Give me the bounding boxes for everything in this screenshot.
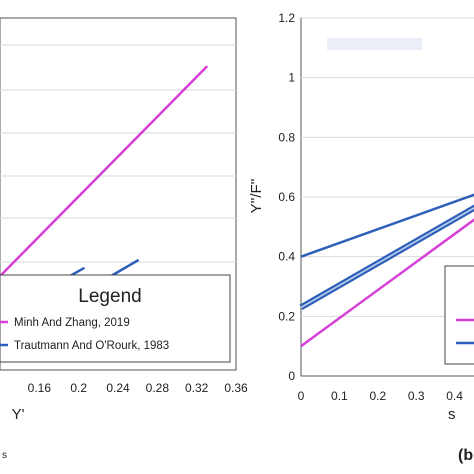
left-x-tick-label: 0.32 [185,381,209,395]
left-x-tick-label: 0.16 [28,381,52,395]
panel-label: (b [458,447,473,464]
right-y-tick-label: 0.4 [278,250,295,264]
left-x-tick-label: 0.28 [146,381,170,395]
left-x-tick-label: 0.36 [224,381,248,395]
right-y-tick-label: 0.8 [278,130,295,144]
right-series-lines [299,193,474,348]
left-panel-edge-mark: s [2,450,7,461]
left-chart-panel: 0.16 0.2 0.24 0.28 0.32 0.36 Y' Legend Minh A… [0,17,248,423]
right-y-tick-label: 1 [288,71,295,85]
right-x-tick-labels: 0 0.1 0.2 0.3 0.4 [298,389,464,403]
right-y-tick-label: 0 [288,369,295,383]
legend-title: Legend [78,286,141,307]
left-x-tick-labels: 0.16 0.2 0.24 0.28 0.32 0.36 [28,381,248,395]
right-series-band-core-1 [300,207,474,309]
left-x-tick-label: 0.2 [70,381,87,395]
right-x-axis-title-fragment: s [448,406,456,423]
right-x-tick-label: 0.1 [331,389,348,403]
right-chart-panel: 0 0.1 0.2 0.3 0.4 00.20.40.60.811.2 Y''/F'' … [248,11,474,423]
right-x-tick-label: 0.2 [369,389,386,403]
right-y-tick-labels: 0 0.2 0.4 0.6 0.8 1 1.2 [278,11,295,383]
left-x-axis-title: Y' [12,406,25,423]
legend-box [0,274,231,363]
right-y-tick-label: 1.2 [278,11,295,25]
legend: Legend Minh And Zhang, 2019 Trautmann An… [0,274,231,363]
right-x-tick-label: 0 [298,389,305,403]
left-series-line-0 [0,65,208,278]
right-legend-box [444,265,474,365]
legend-label-trautmann: Trautmann And O'Rourk, 1983 [14,340,169,352]
right-series-line-0 [300,193,474,258]
right-y-tick-label: 0.2 [278,309,295,323]
right-watermark-patch [327,38,422,50]
right-series-line-2 [300,218,474,348]
right-y-tick-label: 0.6 [278,190,295,204]
right-x-tick-label: 0.3 [408,389,425,403]
left-x-tick-label: 0.24 [106,381,130,395]
legend-label-minh-zhang: Minh And Zhang, 2019 [14,317,130,329]
left-gridlines [0,44,236,263]
right-x-tick-label: 0.4 [446,389,463,403]
right-y-axis-title: Y''/F'' [248,178,265,213]
